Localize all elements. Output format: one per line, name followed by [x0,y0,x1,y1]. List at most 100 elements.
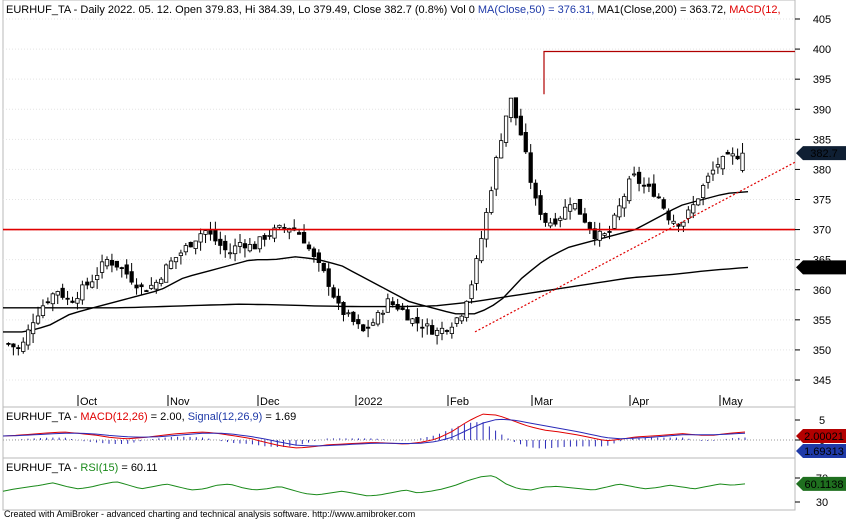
rsi-panel [2,457,796,511]
candle-body [661,199,666,209]
candle-body [26,329,31,346]
candle-body [95,275,100,280]
candle-body [380,312,386,315]
candle-body [183,245,188,253]
candle-body [242,243,248,249]
candle-body [533,182,538,199]
candle-body [232,245,238,255]
y-tick-label: 405 [813,14,831,26]
candle-body [40,305,46,316]
candle-body [237,242,243,247]
macd-tick-label: 5 [819,415,825,427]
y-tick-label: 390 [813,104,831,116]
y-tick-label: 385 [813,134,831,146]
ma200-line [3,266,749,309]
candle-body [622,196,627,209]
y-tick-label: 345 [813,375,831,387]
candle-body [188,241,193,248]
candle-body [710,169,716,175]
candle-body [301,232,307,244]
candle-body [257,236,262,250]
y-axis-ticks: 345350355360365370375380385390395400405 [795,14,831,387]
candle-body [592,228,597,240]
rsi-value-label-text: 60.1138 [805,479,844,491]
candle-body [543,212,548,223]
candle-body [602,233,607,236]
candle-body [80,284,85,301]
candle-body [651,183,656,197]
candle-body [109,259,115,266]
candle-body [434,330,440,336]
ma200-path [3,266,749,309]
candle-body [681,221,686,227]
candle-body [346,312,351,315]
candle-body [168,260,174,269]
candle-body [134,284,139,289]
candle-body [686,209,691,219]
rsi-path [2,475,746,497]
candle-body [454,317,459,324]
candle-body [503,115,509,143]
candle-body [597,230,602,241]
candle-body [21,341,26,352]
candle-body [656,196,661,199]
candle-body [228,252,233,255]
candle-body [489,190,494,213]
candle-body [632,173,637,176]
candle-body [395,304,400,310]
candle-body [370,322,376,326]
candle-body [612,214,617,229]
candle-body [671,220,676,224]
candle-body [154,281,159,290]
candle-body [617,205,622,218]
candle-body [474,258,479,284]
candle-body [193,240,198,249]
resistance-line [543,50,795,95]
last-price-label: 382.7 [796,146,846,161]
candle-body [484,212,489,240]
candle-body [567,204,573,212]
x-tick-label: Feb [450,396,469,408]
candle-body [735,155,740,160]
candle-body [144,290,149,292]
signal-value-label-text: 1.69313 [804,446,844,458]
candle-body [341,302,346,315]
candle-body [725,151,730,155]
candle-body [173,257,179,263]
x-tick-label: May [722,396,743,408]
candle-body [439,327,445,334]
candle-body [114,260,119,268]
candle-body [149,284,154,289]
candles [6,97,745,356]
candle-body [198,233,203,243]
candle-body [720,156,725,170]
rsi-title: EURHUF_TA - RSI(15) = 60.11 [6,462,158,474]
candle-body [553,218,558,225]
y-tick-label: 380 [813,164,831,176]
candle-body [700,185,706,198]
candle-body [400,307,405,310]
candle-body [272,227,277,239]
y-tick-label: 355 [813,315,831,327]
candle-body [16,347,21,350]
candle-body [691,204,696,214]
rsi-value-label: 60.1138 [796,476,846,491]
candle-body [129,271,134,283]
x-tick-label: 2022 [358,396,382,408]
macd-value-label: 2.00021 [796,429,846,443]
candle-body [390,301,395,306]
signal-path [2,418,746,447]
chart-title: EURHUF_TA - Daily 2022. 05. 12. Open 379… [6,4,781,16]
candle-body [139,284,144,288]
candle-body [60,287,65,298]
candle-body [252,243,257,250]
candle-body [582,213,588,223]
candle-body [30,322,36,335]
candle-body [405,309,410,321]
y-tick-label: 400 [813,44,831,56]
candle-body [705,175,711,183]
candle-body [223,240,228,251]
candle-body [306,244,312,250]
candle-body [203,230,208,235]
candle-body [646,183,652,187]
